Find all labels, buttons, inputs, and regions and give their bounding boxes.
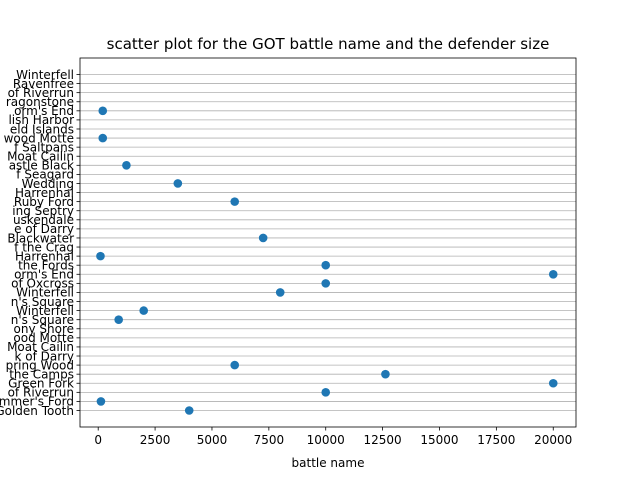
data-point: [548, 269, 558, 279]
y-tick-label: wood Motte: [4, 131, 74, 145]
y-tick-label: Winterfell: [16, 68, 74, 82]
y-tick-label: Wedding: [22, 177, 74, 191]
data-point: [98, 133, 108, 143]
data-point: [173, 179, 183, 188]
data-point: [321, 260, 331, 270]
y-tick-label: orm's End: [14, 104, 74, 118]
x-tick-label: 0: [94, 433, 102, 447]
x-axis-label: battle name: [292, 456, 365, 470]
y-tick-label: Moat Cailin: [7, 340, 74, 354]
y-tick-label: Blackwater: [7, 231, 74, 245]
x-tick-label: 5000: [197, 433, 228, 447]
y-tick-label: uskendale: [13, 213, 74, 227]
data-point: [184, 406, 194, 415]
y-tick-label: ony Shore: [14, 322, 74, 336]
y-tick-label: Mummer's Ford: [0, 395, 74, 409]
data-point: [321, 388, 331, 397]
y-tick-label: Ravenfree: [13, 77, 74, 91]
data-point: [381, 369, 390, 379]
x-tick-labels: 0 2500 5000 7500 10000 12500 15000 17500 20000: [94, 433, 572, 447]
data-points: [96, 106, 558, 415]
y-tick-label: pring Wood: [6, 358, 74, 372]
x-tick-label: 2500: [140, 433, 171, 447]
y-tick-label: the Camps: [9, 367, 74, 381]
y-tick-label: the Fords: [18, 259, 74, 273]
y-tick-label: k of Darry: [15, 349, 75, 363]
y-tick-label: Green Fork: [8, 377, 74, 391]
y-tick-label: of Riverrun: [8, 386, 74, 400]
data-point: [321, 279, 331, 288]
chart-title: scatter plot for the GOT battle name and…: [107, 35, 550, 53]
y-tick-label: orm's End: [14, 268, 74, 282]
y-tick-label: ragonstone: [6, 95, 74, 109]
data-point: [96, 251, 105, 261]
y-tick-label: of Oxcross: [11, 277, 74, 291]
y-tick-label: Moat Cailin: [7, 150, 74, 164]
x-tick-label: 15000: [420, 433, 458, 447]
data-point: [230, 360, 240, 370]
x-tick-label: 12500: [364, 433, 402, 447]
y-tick-label: ing Septry: [12, 204, 74, 218]
grid-lines: [80, 74, 576, 411]
y-tick-label: astle Black: [9, 159, 74, 173]
data-point: [258, 233, 268, 243]
data-point: [98, 106, 108, 116]
data-point: [114, 315, 123, 324]
y-tick-label: Harrenhal: [15, 249, 74, 263]
y-tick-label: f Saltpans: [14, 140, 74, 154]
x-tick-label: 7500: [254, 433, 285, 447]
y-tick-label: Golden Tooth: [0, 404, 74, 418]
y-tick-label: Winterfell: [16, 286, 74, 300]
axis-ticks: [76, 74, 554, 431]
x-tick-label: 10000: [307, 433, 345, 447]
y-tick-label: n's Square: [11, 295, 74, 309]
data-point: [139, 306, 149, 315]
y-tick-label: eld Islands: [10, 122, 74, 136]
y-tick-label: Harrenhal: [15, 186, 74, 200]
y-tick-label: n's Square: [11, 313, 74, 327]
y-tick-label: Winterfell: [16, 304, 74, 318]
y-tick-label: f the Crag: [14, 240, 74, 254]
y-tick-label: lish Harbor: [8, 113, 74, 127]
plot-frame: [79, 57, 577, 428]
y-tick-label: f Seagard: [16, 168, 74, 182]
y-tick-label: of Riverrun: [8, 86, 74, 100]
data-point: [548, 378, 558, 388]
data-point: [96, 397, 106, 406]
data-point: [230, 197, 240, 206]
y-tick-label: ood Motte: [13, 331, 74, 345]
y-tick-label: e of Darry: [14, 222, 74, 236]
y-tick-label: Ruby Ford: [14, 195, 74, 209]
x-tick-label: 17500: [477, 433, 515, 447]
data-point: [275, 288, 285, 297]
x-tick-label: 20000: [534, 433, 572, 447]
data-point: [122, 161, 131, 170]
